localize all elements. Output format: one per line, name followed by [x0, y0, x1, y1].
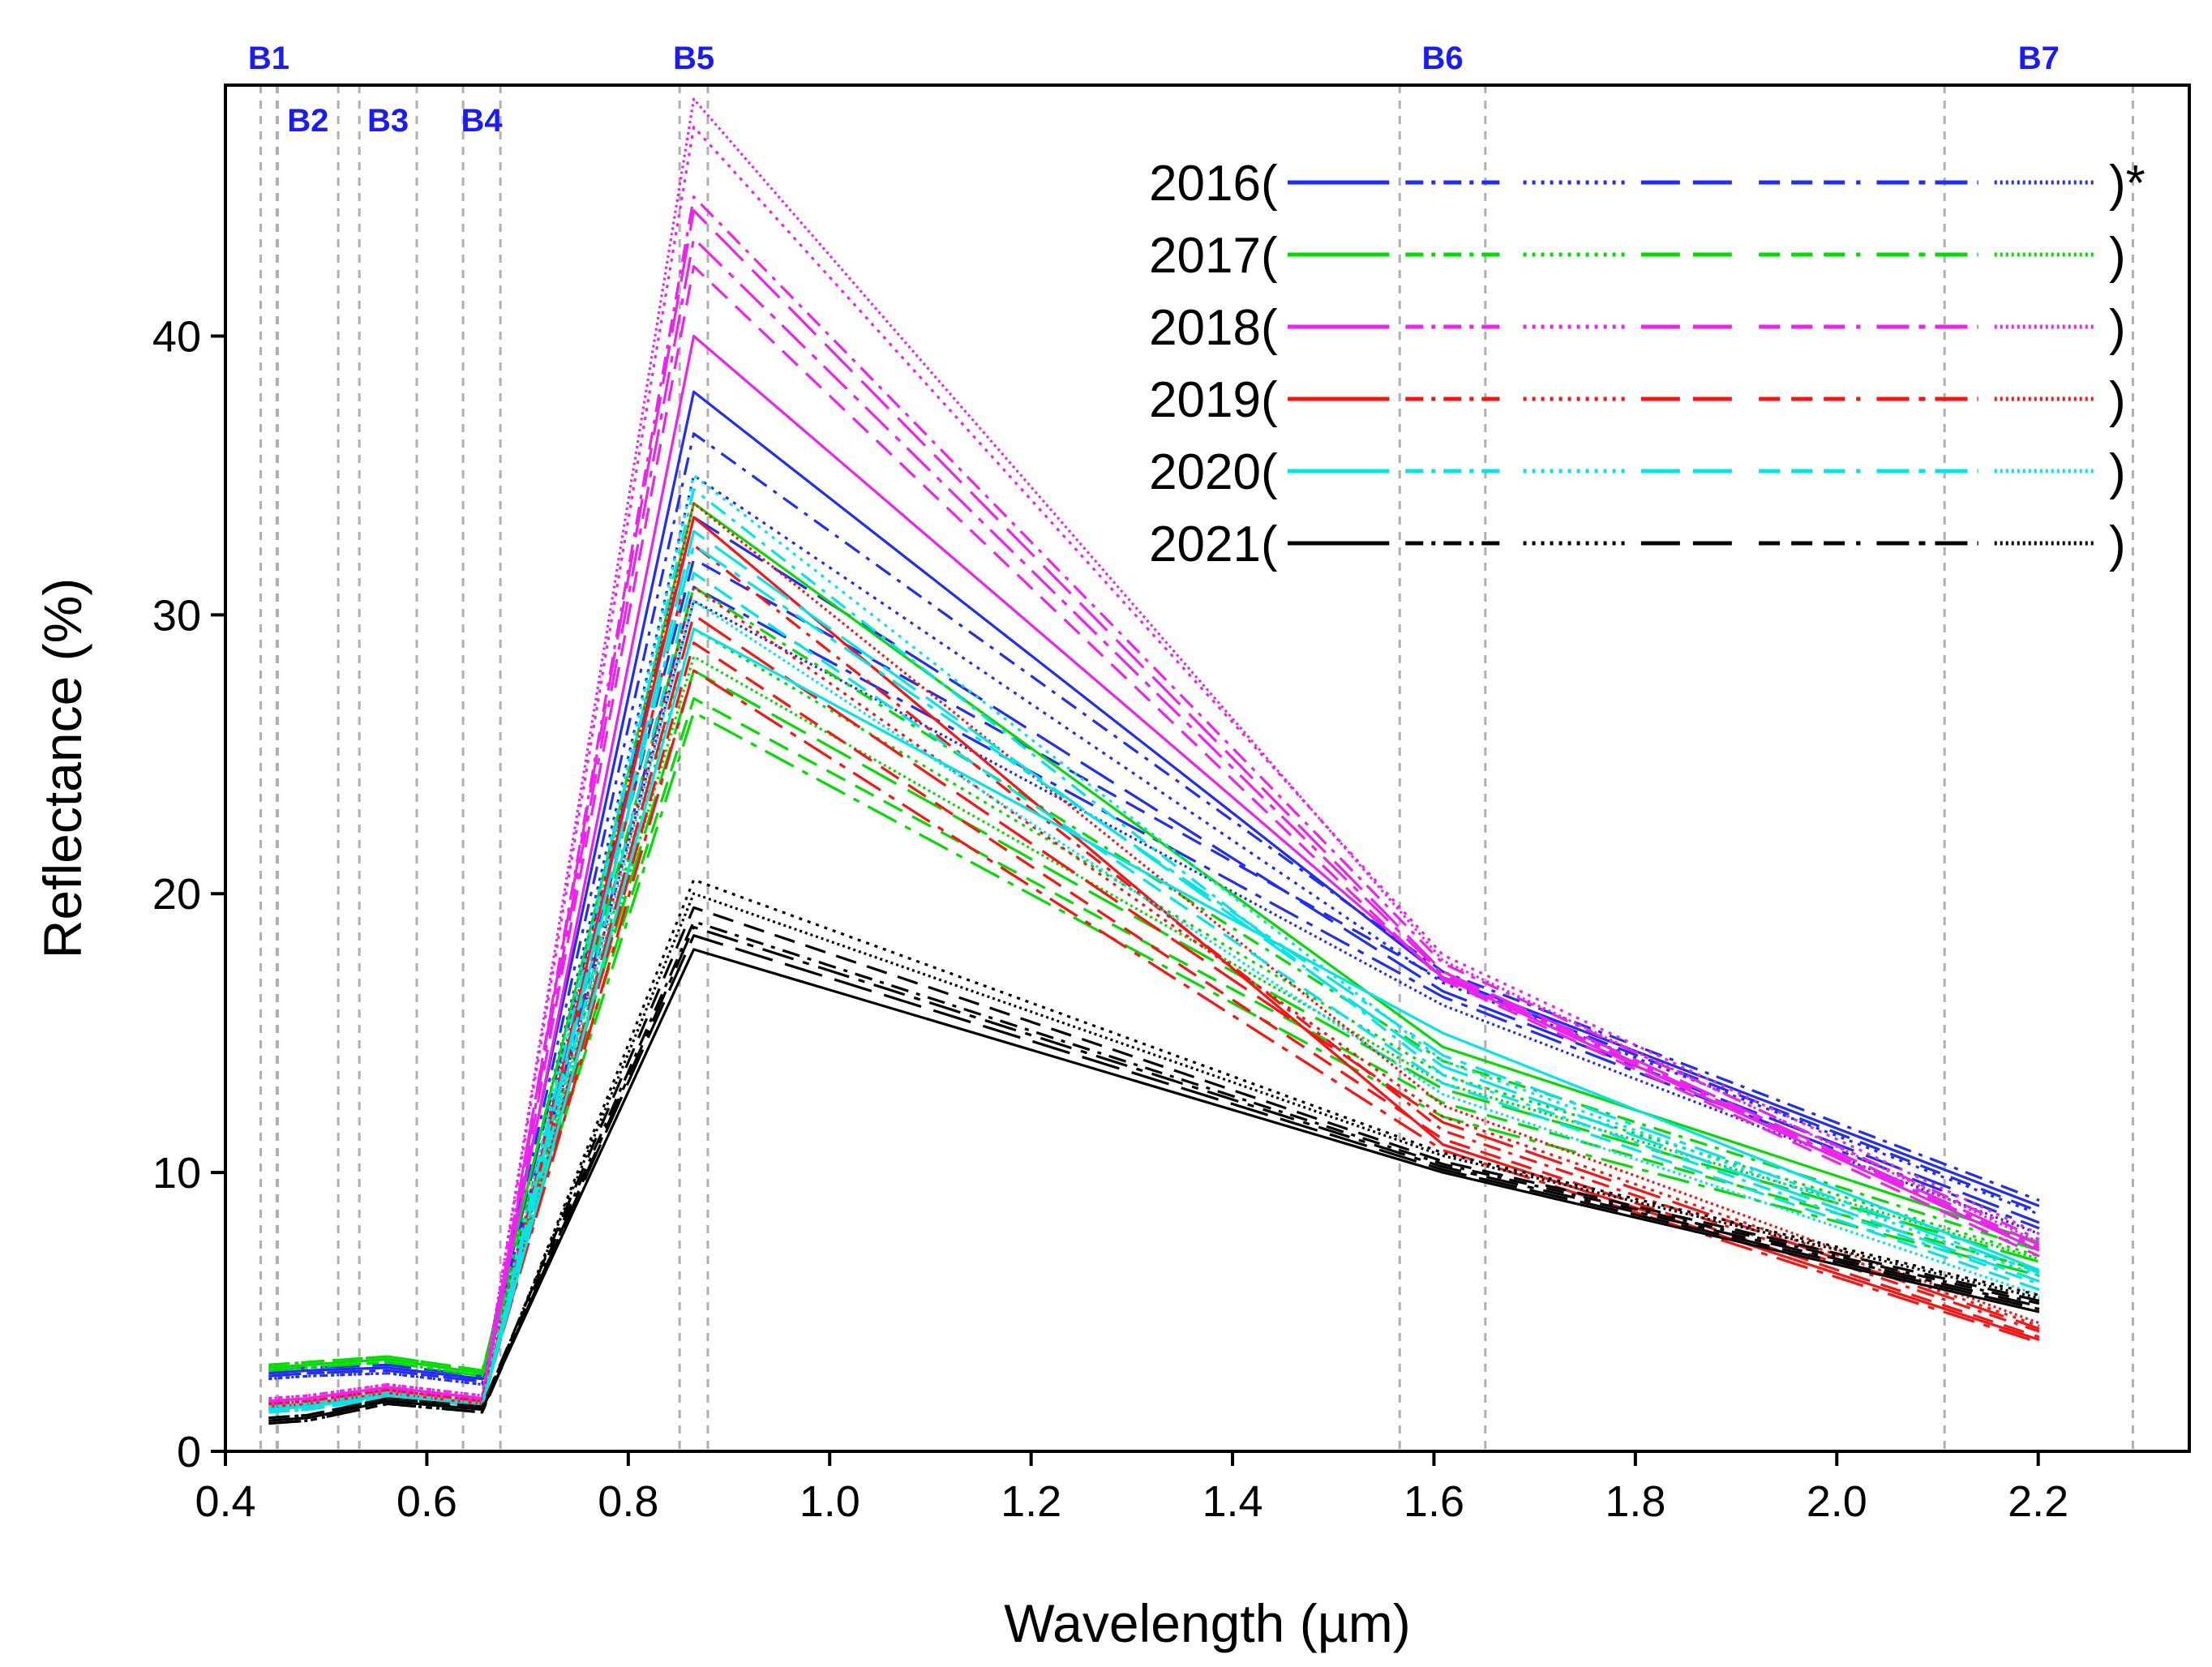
band-label-b6: B6 — [1421, 41, 1463, 76]
legend: 2016()*2017()2018()2019()2020()2021() — [1149, 156, 2146, 572]
y-tick-label: 40 — [152, 312, 201, 361]
x-tick-label: 2.2 — [2008, 1477, 2068, 1526]
legend-open-paren: ( — [1261, 516, 1278, 572]
x-tick-label: 1.4 — [1202, 1477, 1263, 1526]
x-tick-label: 0.6 — [397, 1477, 457, 1526]
legend-close-paren: ) — [2109, 228, 2126, 284]
x-tick-label: 0.8 — [598, 1477, 658, 1526]
band-label-b5: B5 — [673, 41, 714, 76]
legend-close-paren-asterisk: )* — [2109, 156, 2146, 212]
legend-label-2017: 2017 — [1149, 228, 1261, 284]
axis-ticks: 0.4 0.6 0.8 1.0 1.2 1.4 1.6 1.8 2.0 2.2 0 10 20 30 40 — [152, 312, 2068, 1526]
legend-close-paren: ) — [2109, 444, 2126, 500]
series-2021-line-7 — [268, 892, 2040, 1422]
x-axis-title: Wavelength (µm) — [1004, 1593, 1410, 1653]
legend-open-paren: ( — [1261, 156, 1278, 212]
series-2016-line-2 — [268, 432, 2040, 1383]
legend-label-2019: 2019 — [1149, 372, 1261, 428]
series-2021-line-5 — [268, 906, 2040, 1420]
x-tick-label: 0.4 — [195, 1477, 255, 1526]
series-2017-line-3 — [268, 628, 2040, 1378]
legend-open-paren: ( — [1261, 372, 1278, 428]
legend-label-2021: 2021 — [1149, 516, 1261, 572]
series-2021-line-6 — [268, 925, 2040, 1425]
series-2021-line-3 — [268, 878, 2040, 1425]
series-2016-line-3 — [268, 474, 2040, 1386]
legend-label-2020: 2020 — [1149, 444, 1261, 500]
legend-label-2016: 2016 — [1149, 156, 1261, 212]
x-tick-label: 1.8 — [1605, 1477, 1665, 1526]
y-axis-title: Reflectance (%) — [32, 578, 92, 959]
x-tick-label: 2.0 — [1807, 1477, 1867, 1526]
legend-close-paren: ) — [2109, 516, 2126, 572]
y-tick-label: 10 — [152, 1149, 201, 1198]
legend-open-paren: ( — [1261, 228, 1278, 284]
legend-close-paren: ) — [2109, 300, 2126, 356]
x-tick-label: 1.0 — [799, 1477, 860, 1526]
x-tick-label: 1.6 — [1404, 1477, 1464, 1526]
band-markers: B1 B2 B3 B4 B5 B6 B7 — [248, 41, 2134, 1451]
band-label-b1: B1 — [248, 41, 289, 76]
band-label-b4: B4 — [461, 103, 504, 139]
series-2020-line-7 — [268, 599, 2040, 1408]
plot-area-frame — [224, 84, 2191, 1453]
y-tick-label: 0 — [177, 1428, 201, 1476]
y-tick-label: 20 — [152, 870, 201, 919]
legend-label-2018: 2018 — [1149, 300, 1261, 356]
legend-close-paren: ) — [2109, 372, 2126, 428]
band-label-b3: B3 — [367, 103, 409, 139]
series-2020-line-6 — [268, 543, 2040, 1411]
x-tick-label: 1.2 — [1001, 1477, 1061, 1526]
series-2016-line-6 — [268, 585, 2040, 1383]
band-label-b7: B7 — [2018, 41, 2060, 76]
series-lines — [268, 97, 2040, 1425]
y-tick-label: 30 — [152, 591, 201, 640]
band-label-b2: B2 — [287, 103, 328, 139]
legend-open-paren: ( — [1261, 300, 1278, 356]
legend-open-paren: ( — [1261, 444, 1278, 500]
